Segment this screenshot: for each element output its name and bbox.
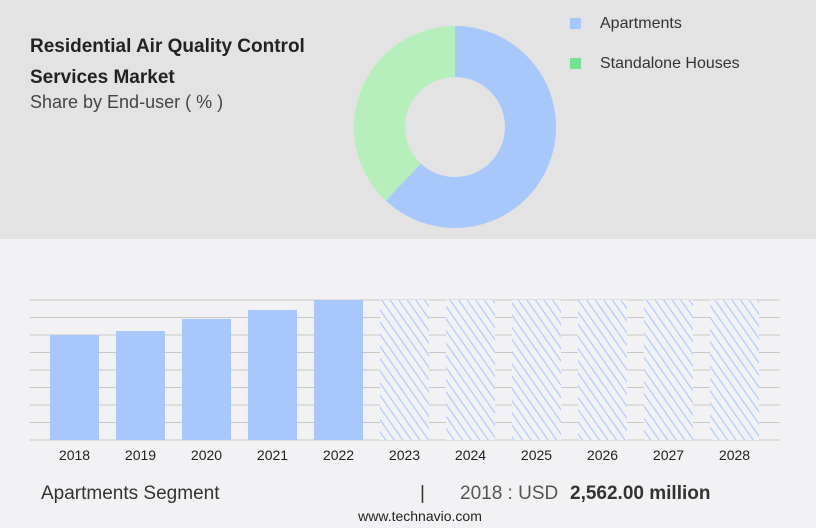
- bar-2018: [50, 335, 99, 440]
- x-tick-label: 2020: [191, 447, 222, 463]
- forecast-bar-2028: [710, 300, 759, 440]
- donut-slice-standalone-houses: [354, 25, 455, 201]
- page-title: Residential Air Quality Control Services…: [30, 36, 305, 88]
- legend-swatch: [570, 18, 581, 29]
- divider: |: [420, 483, 425, 504]
- page-subtitle: Share by End-user ( % ): [30, 92, 224, 112]
- x-tick-label: 2023: [389, 447, 420, 463]
- x-tick-label: 2022: [323, 447, 354, 463]
- x-tick-label: 2025: [521, 447, 552, 463]
- segment-value: 2,562.00 million: [570, 483, 711, 504]
- legend-swatch: [570, 58, 581, 69]
- forecast-bar-2026: [578, 300, 627, 440]
- forecast-bar-2023: [380, 300, 429, 440]
- bar-2019: [116, 330, 165, 440]
- x-tick-label: 2024: [455, 447, 486, 463]
- donut-slice-apartments: [385, 26, 557, 228]
- bar-2022: [314, 300, 363, 440]
- x-tick-label: 2019: [125, 447, 156, 463]
- x-tick-label: 2028: [719, 447, 750, 463]
- bar-2020: [182, 318, 231, 440]
- forecast-bar-2025: [512, 300, 561, 440]
- x-tick-label: 2021: [257, 447, 288, 463]
- x-tick-label: 2027: [653, 447, 684, 463]
- legend-item-standalone-houses: Standalone Houses: [570, 55, 740, 73]
- x-tick-label: 2018: [59, 447, 90, 463]
- x-tick-label: 2026: [587, 447, 618, 463]
- legend-label: Apartments: [600, 15, 682, 32]
- year-label: 2018 : USD: [460, 483, 559, 504]
- legend-label: Standalone Houses: [600, 55, 740, 72]
- legend-item-apartments: Apartments: [570, 15, 682, 33]
- bar-2021: [248, 310, 297, 440]
- source-url: www.technavio.com: [358, 508, 482, 524]
- forecast-bar-2024: [446, 300, 495, 440]
- forecast-bar-2027: [644, 300, 693, 440]
- segment-label: Apartments Segment: [41, 483, 220, 504]
